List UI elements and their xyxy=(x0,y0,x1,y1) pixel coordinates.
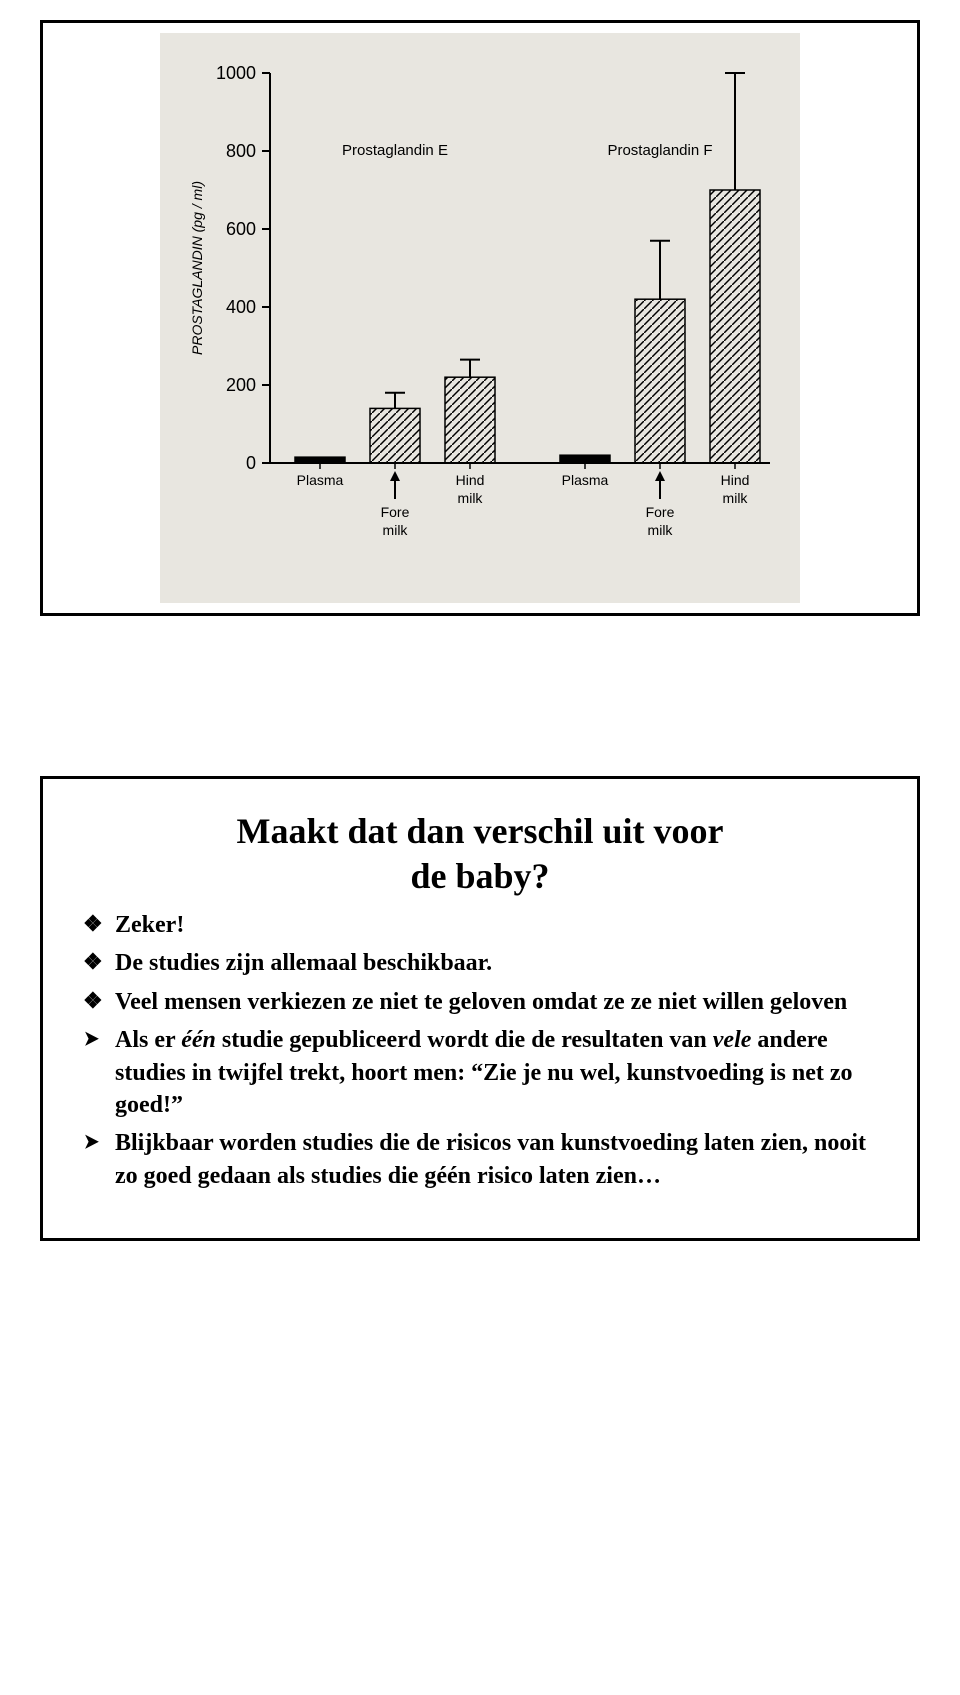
svg-text:Prostaglandin F: Prostaglandin F xyxy=(607,142,712,159)
slide-text: Maakt dat dan verschil uit voor de baby?… xyxy=(40,776,920,1241)
svg-text:milk: milk xyxy=(383,522,409,538)
bullet-item-2: Veel mensen verkiezen ze niet te geloven… xyxy=(83,986,877,1018)
svg-text:800: 800 xyxy=(226,141,256,161)
svg-text:0: 0 xyxy=(246,453,256,473)
svg-text:200: 200 xyxy=(226,375,256,395)
svg-text:Hind: Hind xyxy=(721,472,750,488)
svg-text:milk: milk xyxy=(723,490,749,506)
svg-text:Hind: Hind xyxy=(456,472,485,488)
svg-text:1000: 1000 xyxy=(216,63,256,83)
svg-text:400: 400 xyxy=(226,297,256,317)
bullet-item-0: Zeker! xyxy=(83,909,877,941)
prostaglandin-bar-chart: 0 200 400 600 800 1000 PROSTAGLANDIN (pg / ml)… xyxy=(180,53,780,573)
bullet-item-4: Blijkbaar worden studies die de risicos … xyxy=(83,1127,877,1192)
title-line-1: Maakt dat dan verschil uit voor xyxy=(236,811,723,851)
svg-text:Fore: Fore xyxy=(646,504,675,520)
svg-text:Plasma: Plasma xyxy=(297,472,344,488)
bullet-item-3: Als er één studie gepubliceerd wordt die… xyxy=(83,1024,877,1121)
bullet-item-1: De studies zijn allemaal beschikbaar. xyxy=(83,947,877,979)
bullet-list: Zeker! De studies zijn allemaal beschikba… xyxy=(83,909,877,1192)
slide-title: Maakt dat dan verschil uit voor de baby? xyxy=(83,809,877,899)
title-line-2: de baby? xyxy=(410,856,549,896)
svg-text:milk: milk xyxy=(648,522,674,538)
svg-text:PROSTAGLANDIN (pg / ml): PROSTAGLANDIN (pg / ml) xyxy=(189,181,205,355)
svg-text:Fore: Fore xyxy=(381,504,410,520)
svg-text:milk: milk xyxy=(458,490,484,506)
svg-text:600: 600 xyxy=(226,219,256,239)
slide-chart: 0 200 400 600 800 1000 PROSTAGLANDIN (pg / ml)… xyxy=(40,20,920,616)
svg-text:Prostaglandin E: Prostaglandin E xyxy=(342,142,448,159)
svg-text:Plasma: Plasma xyxy=(562,472,609,488)
chart-container: 0 200 400 600 800 1000 PROSTAGLANDIN (pg / ml)… xyxy=(160,33,800,603)
